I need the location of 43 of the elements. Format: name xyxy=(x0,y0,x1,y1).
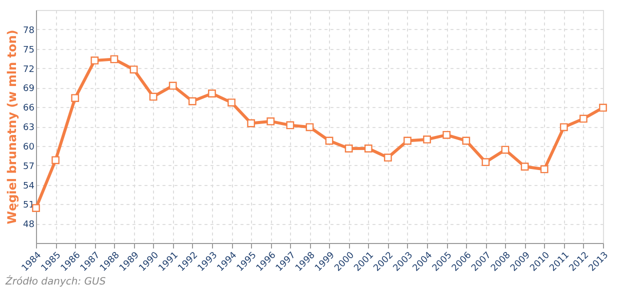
point xyxy=(168,82,177,90)
point xyxy=(188,97,196,106)
point xyxy=(364,144,372,152)
point xyxy=(404,136,412,145)
y-tick-label: 54 xyxy=(23,181,35,192)
point xyxy=(110,55,118,64)
point xyxy=(384,154,392,162)
y-tick-label: 63 xyxy=(23,123,34,133)
point xyxy=(442,130,451,139)
point xyxy=(462,136,470,145)
point xyxy=(286,121,294,130)
point xyxy=(344,144,353,152)
point xyxy=(228,98,236,107)
y-tick-label: 66 xyxy=(23,104,35,114)
point xyxy=(247,119,256,128)
y-tick-label: 78 xyxy=(23,26,35,36)
y-tick-label: 60 xyxy=(23,142,35,152)
point xyxy=(130,66,138,74)
point xyxy=(71,94,80,102)
point xyxy=(579,114,588,123)
point xyxy=(482,158,490,166)
y-tick-label: 51 xyxy=(23,200,34,211)
point xyxy=(325,136,334,145)
point xyxy=(599,104,607,112)
y-axis-title: Węgiel brunatny (w mln ton) xyxy=(5,30,20,224)
text: Źródło danych: GUS xyxy=(4,274,106,288)
point xyxy=(560,123,568,132)
point xyxy=(520,162,529,171)
y-tick-label: 75 xyxy=(23,45,34,56)
point xyxy=(540,165,548,174)
point xyxy=(501,146,510,154)
point xyxy=(208,90,216,98)
point xyxy=(423,135,431,144)
point xyxy=(306,123,314,132)
point xyxy=(149,92,158,101)
y-tick-label: 72 xyxy=(23,64,34,75)
point xyxy=(52,156,60,164)
point xyxy=(32,204,40,212)
y-tick-label: 48 xyxy=(23,220,35,230)
point xyxy=(266,117,275,126)
point xyxy=(90,56,99,64)
y-tick-label: 69 xyxy=(23,84,35,94)
y-tick-label: 57 xyxy=(23,162,34,172)
